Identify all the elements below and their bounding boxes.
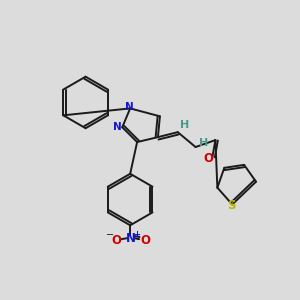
Text: S: S — [227, 199, 236, 212]
Text: N: N — [126, 232, 136, 245]
Text: N: N — [125, 102, 134, 112]
Text: O: O — [111, 234, 121, 247]
Text: O: O — [203, 152, 214, 165]
Text: −: − — [106, 230, 114, 240]
Text: N: N — [113, 122, 122, 132]
Text: +: + — [133, 230, 140, 239]
Text: H: H — [199, 138, 208, 148]
Text: H: H — [180, 120, 189, 130]
Text: O: O — [140, 234, 150, 247]
